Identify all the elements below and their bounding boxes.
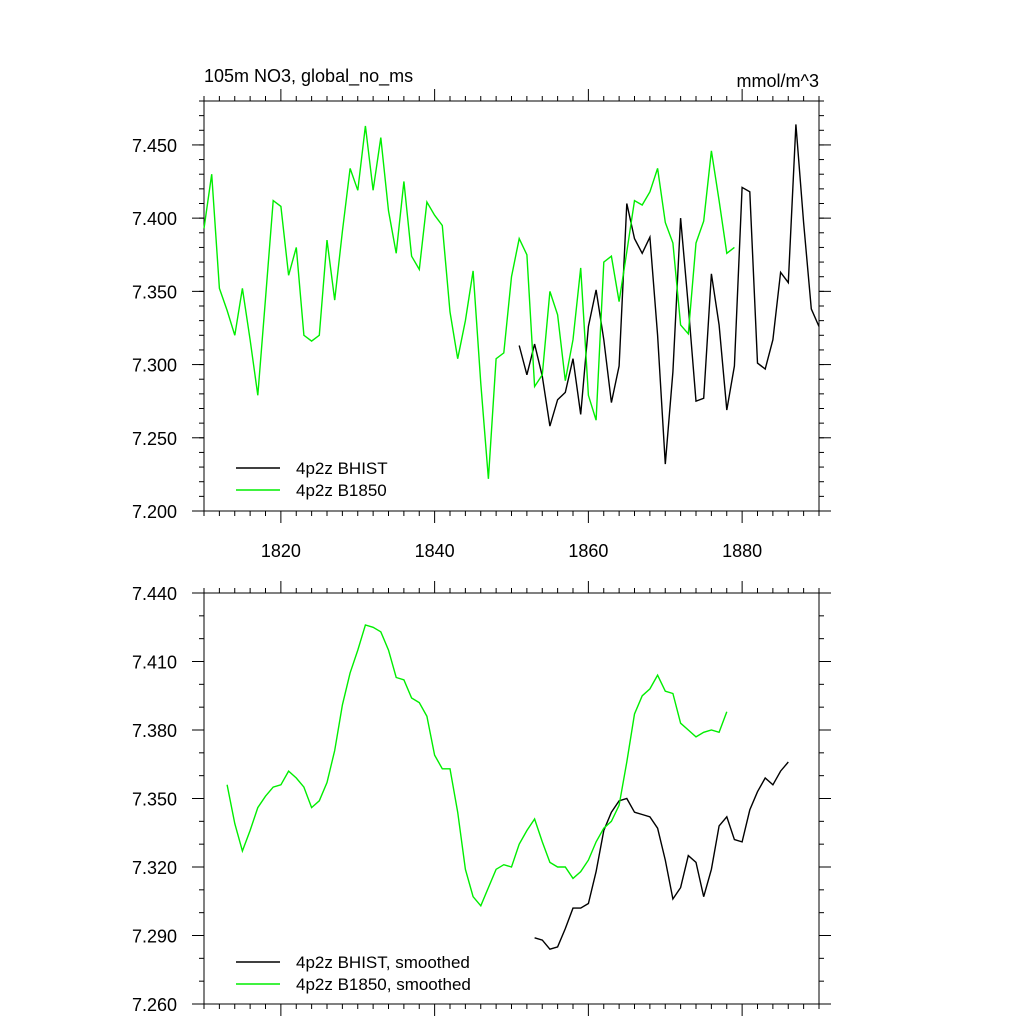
y-tick-label: 7.260	[132, 995, 177, 1015]
y-tick-label: 7.440	[132, 584, 177, 604]
y-tick-label: 7.410	[132, 653, 177, 673]
legend-label: 4p2z B1850, smoothed	[296, 975, 471, 994]
y-tick-label: 7.250	[132, 429, 177, 449]
y-tick-label: 7.350	[132, 790, 177, 810]
series-line	[534, 761, 789, 951]
chart-title: 105m NO3, global_no_ms	[204, 66, 413, 87]
series-line	[226, 624, 728, 908]
x-tick-label: 1820	[261, 541, 301, 561]
axis-ticks-top: 1820 1840 1860 1880 7.200 7.250 7.300 7.350 7.40…	[132, 89, 831, 561]
y-tick-label: 7.290	[132, 927, 177, 947]
y-tick-label: 7.350	[132, 282, 177, 302]
y-tick-label: 7.320	[132, 858, 177, 878]
y-tick-label: 7.300	[132, 356, 177, 376]
bottom-panel: 7.260 7.290 7.320 7.350 7.380 7.410 7.440 4p2z…	[132, 581, 831, 1016]
legend-bottom: 4p2z BHIST, smoothed 4p2z B1850, smoothed	[236, 953, 471, 994]
x-tick-label: 1860	[568, 541, 608, 561]
y-tick-label: 7.380	[132, 721, 177, 741]
series-line	[203, 125, 735, 479]
legend-top: 4p2z BHIST 4p2z B1850	[236, 459, 388, 500]
y-tick-label: 7.400	[132, 209, 177, 229]
legend-label: 4p2z BHIST, smoothed	[296, 953, 470, 972]
y-tick-label: 7.450	[132, 136, 177, 156]
x-tick-label: 1880	[722, 541, 762, 561]
top-panel: 105m NO3, global_no_ms mmol/m^3 1820 1840…	[132, 66, 831, 561]
series-line	[518, 124, 820, 465]
plot-frame-top	[203, 100, 820, 512]
series-lines-bottom	[226, 624, 789, 951]
axis-ticks-bottom: 7.260 7.290 7.320 7.350 7.380 7.410 7.440	[132, 581, 831, 1016]
units-label: mmol/m^3	[737, 71, 819, 91]
legend-label: 4p2z BHIST	[296, 459, 388, 478]
y-tick-label: 7.200	[132, 502, 177, 522]
plot-frame-bottom	[203, 592, 820, 1005]
series-lines-top	[203, 124, 820, 479]
x-tick-label: 1840	[415, 541, 455, 561]
legend-label: 4p2z B1850	[296, 481, 387, 500]
